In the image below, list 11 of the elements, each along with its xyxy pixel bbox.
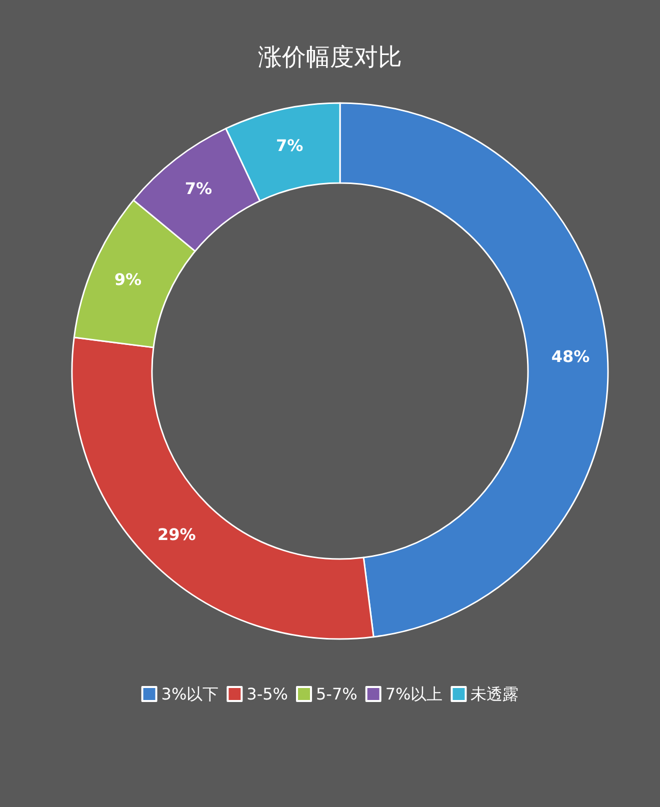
legend-label: 3-5% <box>246 684 288 704</box>
data-label: 9% <box>114 270 142 289</box>
data-label: 7% <box>276 136 304 156</box>
chart-title: 涨价幅度对比 <box>258 43 402 71</box>
legend-label: 7%以上 <box>385 684 443 704</box>
legend-label: 5-7% <box>316 684 358 704</box>
legend-label: 3%以下 <box>161 684 219 704</box>
data-label: 7% <box>184 178 212 198</box>
data-label: 48% <box>551 346 590 366</box>
legend-label: 未透露 <box>470 684 519 704</box>
data-label: 29% <box>158 524 196 544</box>
